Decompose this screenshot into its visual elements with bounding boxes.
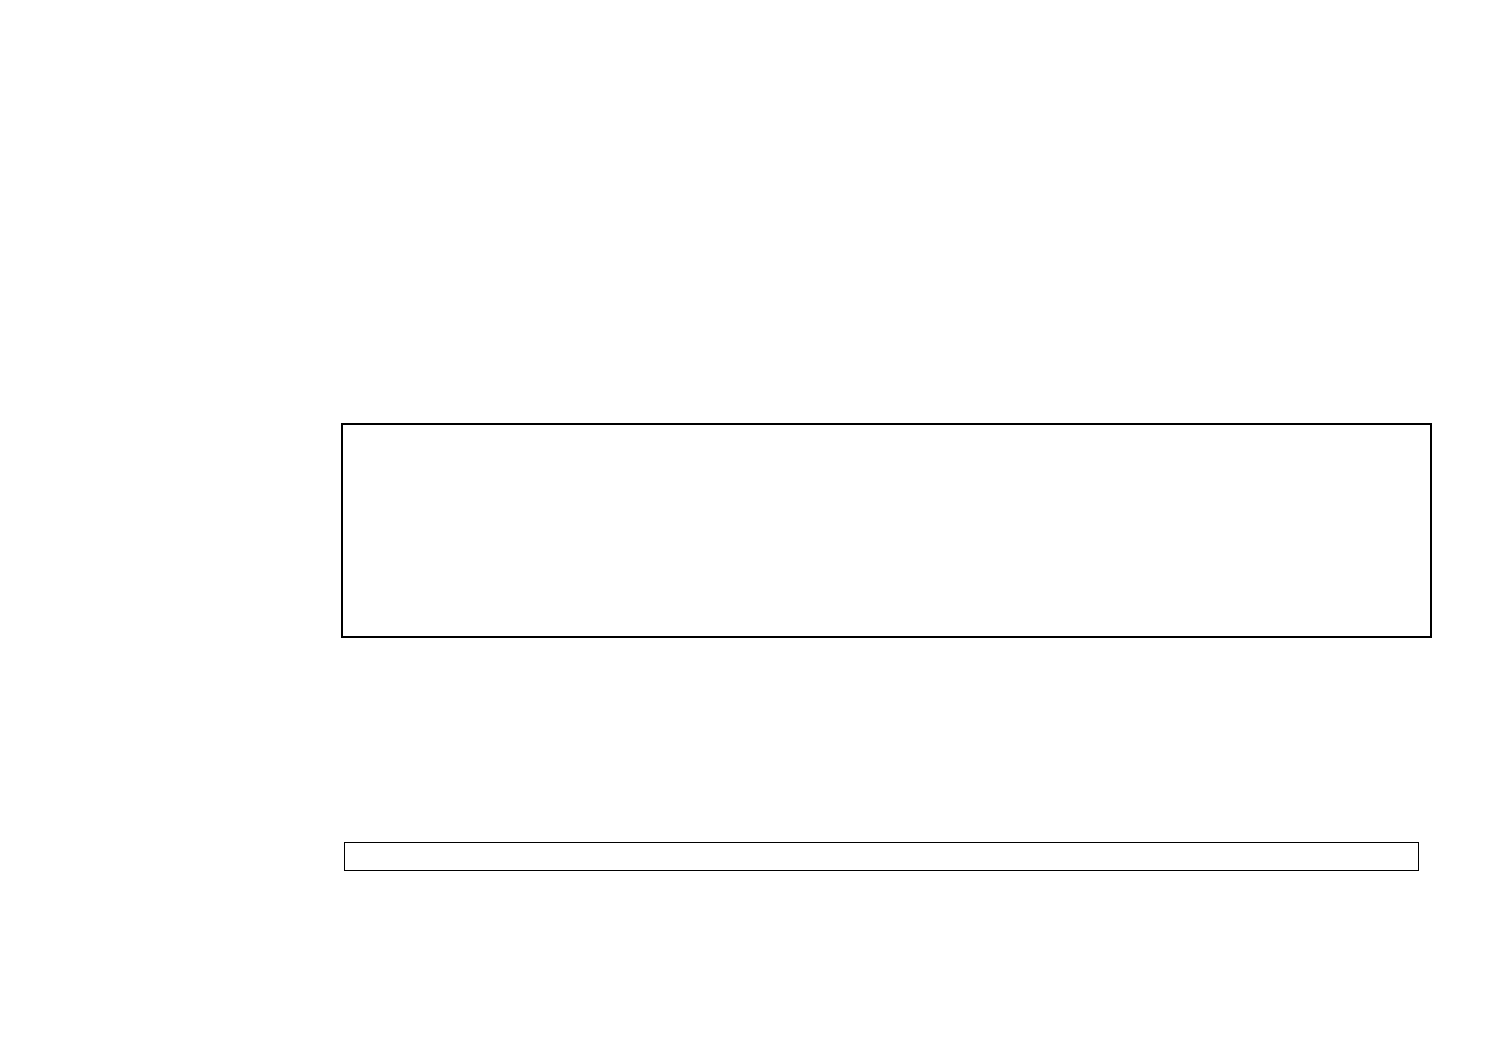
colorbar (344, 842, 1419, 871)
spectrogram-image (343, 425, 1430, 636)
colorbar-gradient (345, 843, 1418, 870)
spectrogram-plot (341, 423, 1432, 638)
